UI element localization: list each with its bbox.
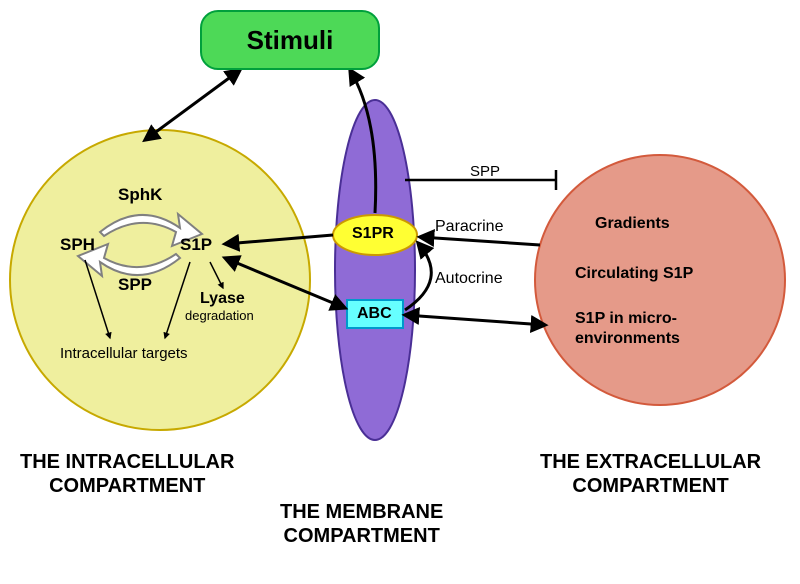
arrow-s1p-targets [165, 262, 190, 338]
arrow-abc-autocrine [405, 243, 431, 310]
autocrine-label: Autocrine [435, 270, 503, 288]
spp-inhibit-label: SPP [470, 163, 500, 180]
degradation-label: degradation [185, 308, 254, 323]
micro1-label: S1P in micro- [575, 310, 677, 328]
arrow-sph-targets [85, 260, 110, 338]
membrane-title: THE MEMBRANE COMPARTMENT [280, 500, 443, 548]
arrow-extra-abc [405, 315, 545, 325]
gradients-label: Gradients [595, 215, 670, 233]
membrane-title-line2: COMPARTMENT [280, 524, 443, 548]
arrow-stimuli-intracellular [145, 70, 240, 140]
paracrine-label: Paracrine [435, 218, 503, 236]
spp-label: SPP [118, 275, 152, 295]
lyase-label: Lyase [200, 290, 245, 308]
extracellular-title-line2: COMPARTMENT [540, 474, 761, 498]
abc-label: ABC [357, 305, 392, 323]
intracellular-circle [10, 130, 310, 430]
extracellular-title: THE EXTRACELLULAR COMPARTMENT [540, 450, 761, 498]
intracellular-title-line1: THE INTRACELLULAR [20, 450, 234, 474]
membrane-ellipse [335, 100, 415, 440]
arrow-s1pr-s1p [225, 235, 333, 244]
micro2-label: environments [575, 330, 680, 348]
s1p-label: S1P [180, 235, 212, 255]
targets-label: Intracellular targets [60, 345, 188, 362]
intracellular-title: THE INTRACELLULAR COMPARTMENT [20, 450, 234, 498]
intracellular-title-line2: COMPARTMENT [20, 474, 234, 498]
extracellular-title-line1: THE EXTRACELLULAR [540, 450, 761, 474]
circulating-label: Circulating S1P [575, 265, 693, 283]
sphk-label: SphK [118, 185, 162, 205]
arrow-stimuli-s1pr [350, 70, 376, 213]
sph-label: SPH [60, 235, 95, 255]
arrow-s1p-lyase [210, 262, 223, 288]
membrane-title-line1: THE MEMBRANE [280, 500, 443, 524]
arrow-extra-s1pr [420, 237, 540, 245]
s1pr-label: S1PR [352, 225, 394, 243]
stimuli-label: Stimuli [247, 25, 334, 56]
stimuli-box: Stimuli [200, 10, 380, 70]
